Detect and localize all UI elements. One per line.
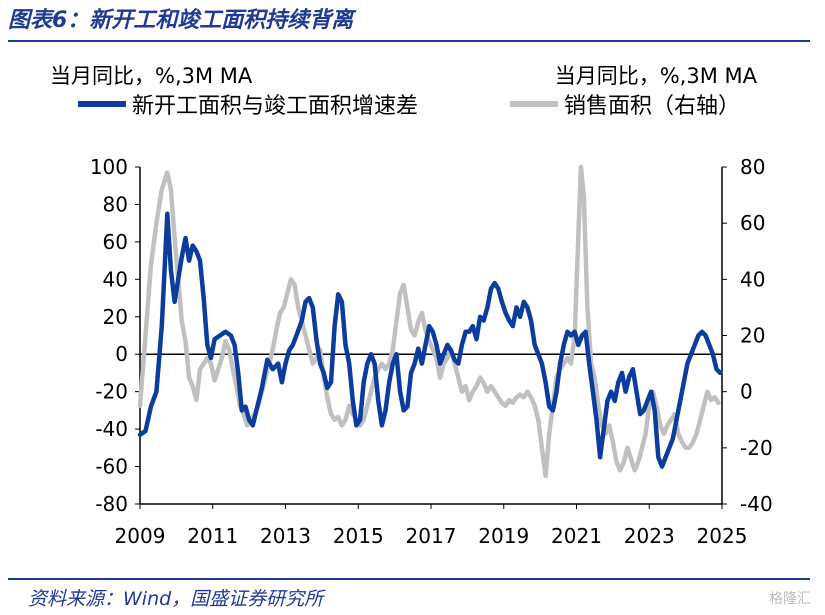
watermark: 格隆汇 bbox=[769, 591, 811, 607]
left-axis-unit: 当月同比，%,3M MA bbox=[50, 64, 253, 88]
x-tick-label: 2009 bbox=[115, 524, 166, 548]
x-tick-label: 2019 bbox=[478, 524, 529, 548]
title-rule bbox=[8, 40, 810, 42]
right-tick-label: -20 bbox=[740, 436, 773, 460]
legend-label-series-1: 新开工面积与竣工面积增速差 bbox=[132, 94, 419, 119]
x-tick-label: 2011 bbox=[187, 524, 238, 548]
left-tick-label: -40 bbox=[95, 417, 128, 441]
x-tick-label: 2025 bbox=[697, 524, 748, 548]
left-tick-label: 40 bbox=[103, 267, 128, 291]
right-tick-label: 40 bbox=[740, 267, 765, 291]
right-tick-label: 60 bbox=[740, 211, 765, 235]
left-tick-label: 80 bbox=[103, 192, 128, 216]
left-tick-label: 60 bbox=[103, 230, 128, 254]
left-tick-label: 100 bbox=[90, 155, 128, 179]
left-tick-label: -80 bbox=[95, 492, 128, 516]
left-tick-label: 20 bbox=[103, 305, 128, 329]
legend-swatch-series-2 bbox=[510, 101, 558, 107]
right-tick-label: 20 bbox=[740, 324, 765, 348]
footer-rule bbox=[8, 578, 810, 580]
right-axis-unit: 当月同比，%,3M MA bbox=[554, 64, 757, 88]
series-line-1 bbox=[137, 211, 723, 469]
x-tick-label: 2017 bbox=[406, 524, 457, 548]
chart-axes bbox=[135, 166, 727, 509]
x-tick-label: 2013 bbox=[260, 524, 311, 548]
chart-series bbox=[137, 164, 723, 479]
legend-swatch-series-1 bbox=[78, 101, 126, 107]
source-note: 资料来源：Wind，国盛证券研究所 bbox=[28, 588, 324, 610]
right-tick-label: 0 bbox=[740, 380, 753, 404]
right-tick-label: 80 bbox=[740, 155, 765, 179]
legend-item-series-1: 新开工面积与竣工面积增速差 bbox=[78, 88, 418, 120]
left-tick-label: 0 bbox=[115, 342, 128, 366]
left-tick-label: -60 bbox=[95, 455, 128, 479]
x-tick-label: 2021 bbox=[551, 524, 602, 548]
chart-tick-labels: 100 80 60 40 20 0 -20 -40 -60 -80 80 60 40 20 0 -20 -40 2… bbox=[90, 155, 773, 548]
series-line-2 bbox=[137, 164, 721, 479]
x-tick-label: 2023 bbox=[624, 524, 675, 548]
x-tick-label: 2015 bbox=[333, 524, 384, 548]
legend-label-series-2: 销售面积（右轴） bbox=[564, 94, 741, 119]
left-tick-label: -20 bbox=[95, 380, 128, 404]
figure-title: 图表6：新开工和竣工面积持续背离 bbox=[8, 8, 354, 33]
legend-item-series-2: 销售面积（右轴） bbox=[510, 88, 740, 120]
right-tick-label: -40 bbox=[740, 492, 773, 516]
